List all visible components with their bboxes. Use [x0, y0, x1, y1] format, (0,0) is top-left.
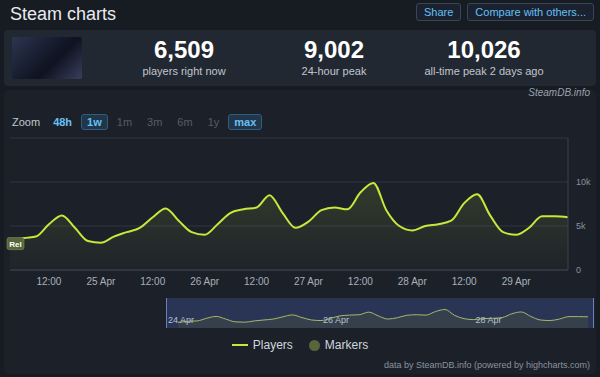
svg-text:12:00: 12:00	[452, 276, 477, 287]
svg-text:10k: 10k	[576, 177, 591, 187]
svg-text:12:00: 12:00	[348, 276, 373, 287]
html-text:1m: 1m	[116, 116, 133, 128]
html-text:10,026: 10,026	[447, 36, 521, 63]
html-text:all-time peak 2 days ago: all-time peak 2 days ago	[424, 65, 544, 77]
svg-text:28 Apr: 28 Apr	[398, 276, 428, 287]
svg-text:27 Apr: 27 Apr	[294, 276, 324, 287]
svg-text:25 Apr: 25 Apr	[86, 276, 116, 287]
svg-text:5k: 5k	[576, 221, 586, 231]
html-text:Markers: Markers	[324, 338, 369, 352]
html-text:6,509: 6,509	[154, 36, 214, 63]
html-text:24 Apr: 24 Apr	[168, 315, 194, 325]
html-text:Zoom: Zoom	[12, 116, 41, 128]
html-text:1w: 1w	[87, 116, 102, 128]
html-text:max: max	[234, 116, 257, 128]
html-text:Players: Players	[252, 338, 293, 352]
svg-text:0: 0	[576, 265, 581, 275]
html-text:SteamDB.info: SteamDB.info	[528, 87, 590, 98]
html-text:9,002: 9,002	[304, 36, 364, 63]
svg-text:29 Apr: 29 Apr	[502, 276, 532, 287]
svg-text:12:00: 12:00	[244, 276, 269, 287]
html-text:Steam charts: Steam charts	[10, 4, 116, 24]
svg-text:12:00: 12:00	[36, 276, 61, 287]
html-text:24-hour peak: 24-hour peak	[301, 65, 367, 77]
html-text:data by SteamDB.info (powered: data by SteamDB.info (powered by highcha…	[383, 360, 590, 370]
html-text:48h: 48h	[53, 116, 73, 128]
html-text:28 Apr: 28 Apr	[475, 315, 502, 325]
html-text:3m: 3m	[147, 116, 163, 128]
html-text:6m: 6m	[177, 116, 193, 128]
html-text:Share: Share	[424, 6, 454, 18]
html-text:Compare with others...: Compare with others...	[475, 6, 586, 18]
html-text:1y: 1y	[207, 116, 220, 128]
svg-text:12:00: 12:00	[140, 276, 165, 287]
html-text:players right now: players right now	[142, 65, 226, 77]
svg-text:Rel: Rel	[9, 240, 21, 249]
html-text:26 Apr: 26 Apr	[323, 315, 349, 325]
svg-text:26 Apr: 26 Apr	[190, 276, 220, 287]
